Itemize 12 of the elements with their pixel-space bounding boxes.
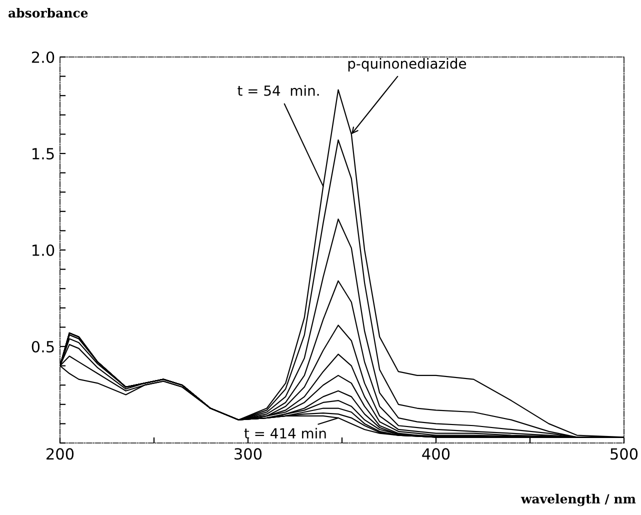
y-axis-title: absorbance bbox=[8, 8, 88, 18]
annotation: t = 54 min. bbox=[238, 85, 319, 96]
y-tick-label: 0.5 bbox=[32, 340, 54, 353]
x-tick-label: 200 bbox=[46, 448, 74, 460]
x-tick-label: 300 bbox=[234, 448, 262, 460]
y-tick-label: 2.0 bbox=[32, 51, 54, 64]
annotation: p-quinonediazide bbox=[348, 58, 466, 72]
x-tick-label: 400 bbox=[422, 448, 450, 460]
y-tick-label: 1.5 bbox=[32, 148, 54, 160]
x-axis-title: wavelength / nm bbox=[520, 494, 636, 506]
y-tick-label: 1.0 bbox=[32, 244, 54, 256]
x-tick-label: 500 bbox=[610, 448, 638, 460]
